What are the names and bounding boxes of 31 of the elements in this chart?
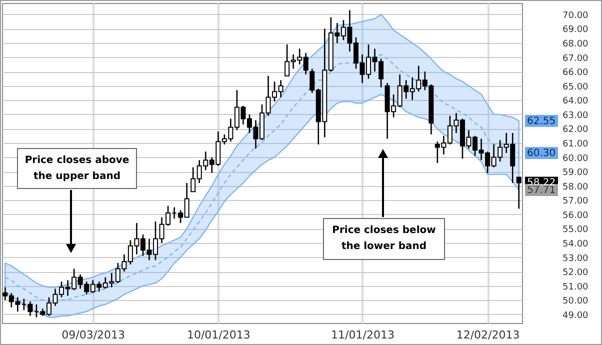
- y-tick-label: 69.00: [562, 25, 589, 36]
- y-tick-label: 68.00: [562, 40, 589, 50]
- text: 60.30: [527, 148, 556, 159]
- y-tick-label: 49.00: [562, 310, 589, 321]
- y-tick-label: 58.00: [562, 182, 589, 192]
- annotation: Price closes below the lower band: [323, 218, 445, 260]
- x-tick-label: 10/01/2013: [186, 328, 250, 342]
- y-tick-label: 50.00: [562, 296, 589, 307]
- y-tick-label: 67.00: [562, 54, 589, 64]
- y-tick-label: 70.00: [562, 10, 589, 21]
- x-tick-label: 12/02/2013: [456, 328, 520, 342]
- y-tick-label: 52.00: [562, 268, 589, 278]
- y-tick-label: 54.00: [562, 240, 589, 250]
- x-tick-label: 11/01/2013: [331, 328, 394, 342]
- annotation: Price closes above the upper band: [17, 148, 137, 189]
- y-tick-label: 57.00: [562, 196, 589, 207]
- y-tick-label: 61.00: [562, 140, 589, 150]
- candlestick: [516, 176, 522, 210]
- y-tick-label: 55.00: [562, 225, 589, 236]
- y-tick-label: 60.00: [562, 154, 589, 164]
- x-tick-label: 09/03/2013: [62, 328, 126, 342]
- y-tick-label: 64.00: [562, 96, 589, 107]
- y-tick-label: 65.00: [562, 82, 589, 92]
- y-tick-label: 66.00: [562, 68, 589, 78]
- y-tick-label: 53.00: [562, 254, 589, 264]
- y-tick-label: 51.00: [562, 282, 589, 292]
- y-tick-label: 59.00: [562, 168, 589, 178]
- y-tick-label: 62.00: [562, 125, 589, 136]
- text: 62.55: [527, 116, 556, 127]
- y-tick-label: 63.00: [562, 110, 589, 121]
- y-tick-label: 56.00: [562, 210, 589, 221]
